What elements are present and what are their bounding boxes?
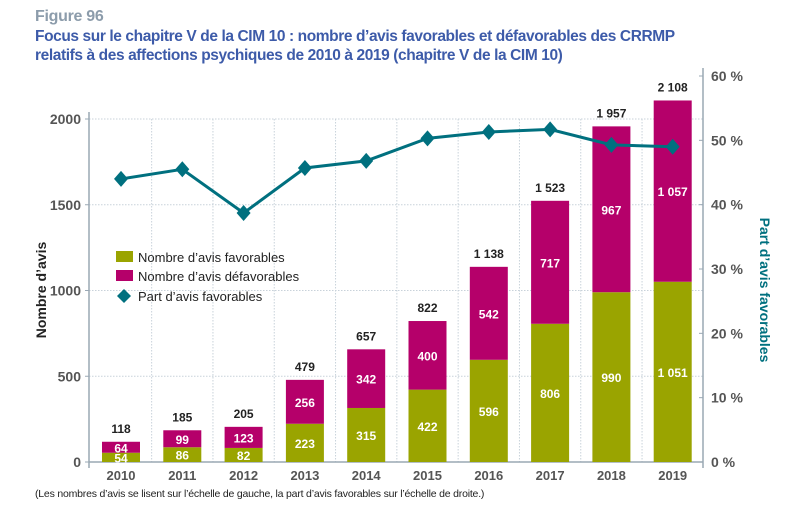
line-marker [481, 123, 496, 140]
bar-defavorables [469, 266, 508, 360]
y-tick-label: 0 [73, 454, 81, 470]
data-label-favorables: 223 [295, 437, 315, 451]
data-label-defavorables: 342 [356, 373, 376, 387]
y2-axis-title: Part d’avis favorables [757, 218, 773, 363]
line-marker [114, 170, 128, 187]
x-tick-label: 2012 [229, 468, 258, 483]
bar-defavorables [224, 426, 263, 448]
data-label-total: 657 [356, 329, 376, 343]
bar-defavorables [163, 430, 202, 448]
bar-favorables [531, 323, 570, 462]
x-tick-label: 2011 [168, 468, 196, 483]
data-label-favorables: 990 [601, 371, 621, 385]
x-tick-label: 2010 [107, 468, 136, 483]
data-label-total: 1 138 [474, 247, 504, 261]
legend-swatch-defavorables [116, 270, 133, 281]
y2-tick-label: 60 % [711, 68, 743, 84]
bar-defavorables [102, 441, 140, 453]
chart-note: (Les nombres d’avis se lisent sur l’éche… [35, 488, 485, 500]
bar-favorables [408, 389, 447, 462]
bar-favorables [653, 281, 692, 462]
bar-favorables [102, 452, 140, 462]
data-label-defavorables: 967 [601, 203, 621, 217]
y-tick-label: 500 [58, 368, 82, 384]
bar-favorables [163, 447, 202, 462]
title-line-1: Focus sur le chapitre V de la CIM 10 : n… [35, 28, 675, 45]
data-label-favorables: 315 [356, 429, 376, 443]
line-marker [665, 138, 680, 155]
bar-defavorables [592, 126, 631, 293]
line-marker [604, 136, 619, 153]
data-label-favorables: 86 [176, 449, 190, 463]
bar-favorables [347, 407, 386, 462]
data-label-total: 822 [417, 301, 437, 315]
data-label-defavorables: 542 [479, 307, 499, 321]
bar-defavorables [531, 200, 570, 324]
data-label-favorables: 806 [540, 387, 560, 401]
data-label-defavorables: 717 [540, 256, 560, 270]
y2-tick-label: 20 % [711, 325, 743, 341]
data-label-defavorables: 1 057 [658, 185, 688, 199]
y-tick-label: 1000 [50, 283, 81, 299]
bar-defavorables [285, 379, 324, 424]
y-tick-label: 1500 [50, 197, 81, 213]
data-label-favorables: 422 [417, 420, 437, 434]
data-label-total: 479 [295, 360, 315, 374]
y-axis-title: Nombre d’avis [33, 242, 49, 339]
data-label-favorables: 596 [479, 405, 499, 419]
x-tick-label: 2018 [597, 468, 626, 483]
x-tick-label: 2014 [352, 468, 382, 483]
data-label-favorables: 82 [237, 449, 251, 463]
figure-label: Figure 96 [35, 8, 104, 25]
line-marker [420, 130, 435, 147]
legend-swatch-favorables [116, 251, 133, 262]
data-label-total: 118 [111, 422, 131, 436]
title-line-2: relatifs à des affections psychiques de … [35, 47, 563, 64]
y2-tick-label: 30 % [711, 261, 743, 277]
line-marker [359, 152, 374, 169]
data-label-total: 1 957 [596, 106, 626, 120]
y2-tick-label: 0 % [711, 454, 736, 470]
legend-label-part: Part d’avis favorables [138, 289, 263, 304]
line-marker [236, 205, 251, 222]
data-label-defavorables: 64 [114, 441, 128, 455]
data-label-total: 1 523 [535, 181, 565, 195]
data-label-defavorables: 256 [295, 396, 315, 410]
data-label-total: 2 108 [658, 80, 688, 94]
data-label-total: 205 [234, 407, 254, 421]
y-tick-label: 2000 [50, 111, 81, 127]
bar-favorables [592, 292, 631, 462]
data-label-favorables: 54 [114, 451, 128, 465]
bar-favorables [469, 359, 508, 462]
bar-favorables [285, 423, 324, 462]
x-tick-label: 2017 [536, 468, 565, 483]
x-tick-label: 2015 [413, 468, 442, 483]
bar-favorables [224, 447, 263, 462]
y2-tick-label: 10 % [711, 390, 743, 406]
line-marker [543, 121, 558, 138]
y2-tick-label: 40 % [711, 197, 743, 213]
bar-defavorables [653, 100, 692, 282]
bar-defavorables [408, 321, 447, 390]
x-tick-label: 2013 [290, 468, 319, 483]
x-tick-label: 2016 [474, 468, 503, 483]
data-label-defavorables: 99 [176, 433, 190, 447]
legend-marker-part [117, 289, 131, 303]
data-label-favorables: 1 051 [658, 366, 688, 380]
y2-tick-label: 50 % [711, 132, 743, 148]
data-label-defavorables: 123 [234, 431, 254, 445]
data-label-total: 185 [172, 410, 192, 424]
data-label-defavorables: 400 [417, 349, 437, 363]
legend-label-favorables: Nombre d’avis favorables [138, 250, 285, 265]
line-part-favorables [120, 127, 673, 215]
chart-title: Focus sur le chapitre V de la CIM 10 : n… [35, 27, 775, 65]
x-tick-label: 2019 [658, 468, 687, 483]
line-marker [297, 159, 312, 176]
line-marker [175, 161, 190, 178]
legend-label-defavorables: Nombre d’avis défavorables [138, 269, 300, 284]
bar-defavorables [347, 349, 386, 408]
